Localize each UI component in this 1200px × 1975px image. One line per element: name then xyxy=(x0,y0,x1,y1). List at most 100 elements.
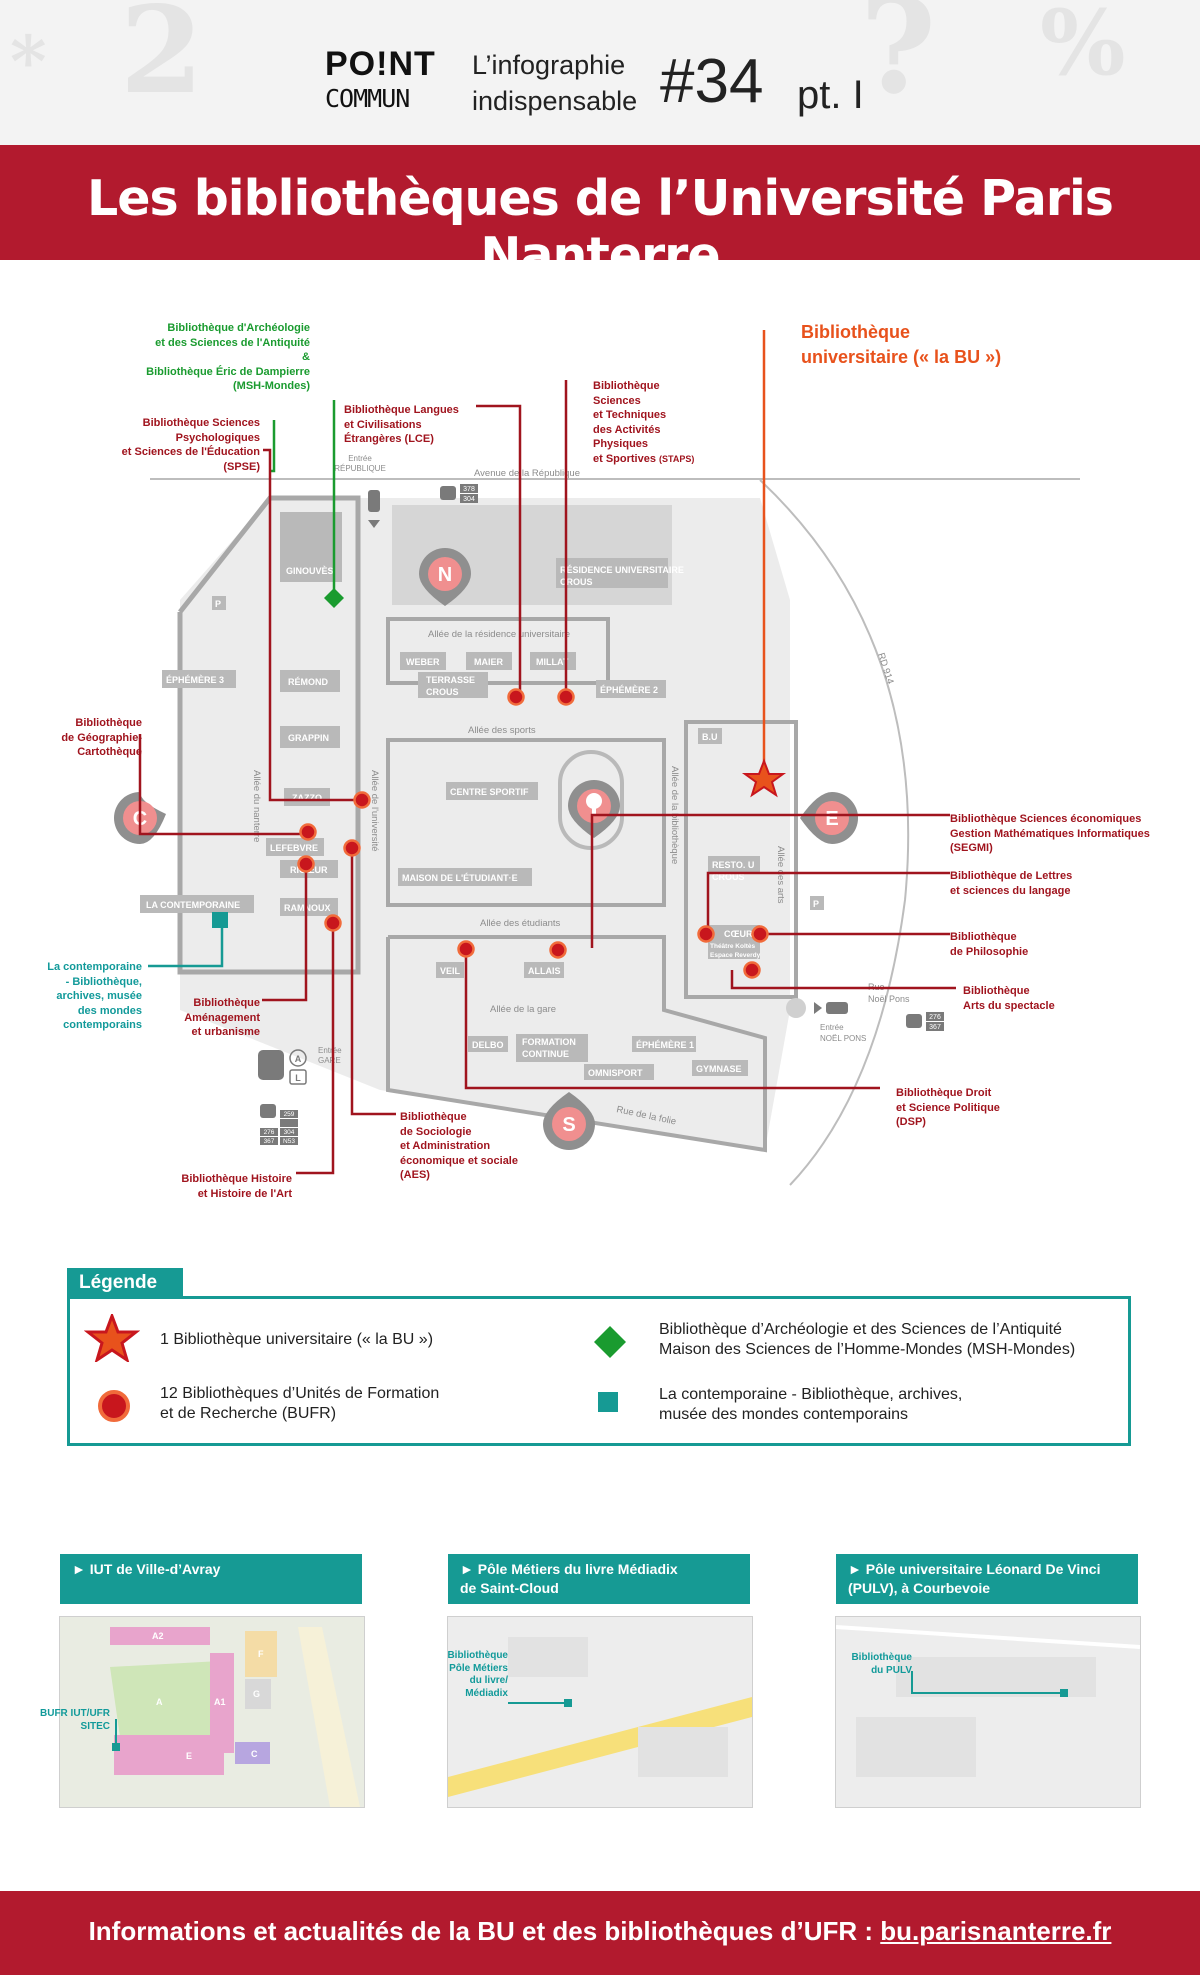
parking-icon xyxy=(810,896,824,910)
street-rd914: RD 914 xyxy=(875,652,895,686)
street-nanterre: Allée du nanterre xyxy=(251,770,262,842)
connector-segmi xyxy=(590,813,950,948)
zone-n-circle xyxy=(428,557,462,591)
pulv-map-drawing xyxy=(836,1617,1140,1807)
label-geo: Bibliothèque de Géographie- Cartothèque xyxy=(61,717,142,758)
building-ginouves xyxy=(280,512,342,582)
building-resto xyxy=(708,856,760,872)
label-mediadix-library: Bibliothèque Pôle Métiers du livre/ Médi… xyxy=(447,1650,508,1699)
street-etudiants: Allée des étudiants xyxy=(480,918,561,929)
legend-diamond-icon xyxy=(594,1326,626,1358)
iut-building-c: C xyxy=(251,1749,258,1759)
brand-logo-commun: COMMUN xyxy=(325,84,410,113)
building-contemporaine xyxy=(140,895,254,913)
transilien-icon xyxy=(289,1069,307,1085)
label-ginouves: GINOUVÈS xyxy=(286,566,334,576)
building-grappin xyxy=(280,726,340,748)
building-remond xyxy=(280,670,340,692)
marker-msh-diamond xyxy=(324,588,344,608)
north-block-outline xyxy=(386,617,610,685)
label-residence: RÉSIDENCE UNIVERSITAIRE xyxy=(560,565,684,575)
entrance-republique: Entrée xyxy=(348,454,372,463)
building-ephemere2 xyxy=(596,680,666,698)
page-title: Les bibliothèques de l’Université Paris … xyxy=(87,170,1114,284)
bus-line: 259 xyxy=(284,1111,295,1118)
bus-line: 276 xyxy=(929,1014,941,1021)
label-maison: MAISON DE L'ÉTUDIANT·E xyxy=(402,873,518,883)
footer-text: Informations et actualités de la BU et d… xyxy=(88,1916,1112,1946)
satellite-header-pulv: ► Pôle universitaire Léonard De Vinci (P… xyxy=(836,1554,1138,1604)
label-koltes: Théâtre Koltès xyxy=(710,943,756,950)
connector-dsp xyxy=(464,948,880,1090)
zone-s-label: S xyxy=(562,1114,575,1136)
label-histoire: Bibliothèque Histoire et Histoire de l'A… xyxy=(181,1173,292,1200)
street-sports: Allée des sports xyxy=(468,725,536,736)
label-bu: Bibliothèque universitaire (« la BU ») xyxy=(801,322,1002,367)
label-gymnase: GYMNASE xyxy=(696,1064,742,1074)
bus-line: 276 xyxy=(264,1129,275,1136)
marker-contemporaine-square xyxy=(212,912,228,928)
iut-building-f: F xyxy=(258,1649,264,1659)
marker-bu-star xyxy=(741,758,787,798)
label-maier: MAIER xyxy=(474,657,504,667)
parking-icon xyxy=(212,596,226,610)
brand-logo-point: PO!NT xyxy=(325,45,436,83)
iut-building-a1: A1 xyxy=(214,1697,226,1707)
building-formation-continue xyxy=(516,1034,588,1062)
connector-amenagement xyxy=(262,865,308,1002)
bus-line: 378 xyxy=(463,486,475,493)
buildings-layer xyxy=(140,512,824,1080)
building-veil xyxy=(436,962,464,978)
building-lefebvre xyxy=(266,838,324,856)
entrance-noel-pons: NOËL PONS xyxy=(820,1034,866,1043)
connector-lce xyxy=(476,404,522,696)
building-terrasse xyxy=(418,672,488,698)
rer-line: A xyxy=(295,1054,302,1064)
decorative-doodle: * xyxy=(10,20,47,103)
entrance-gare: GARE xyxy=(318,1056,341,1065)
label-ephemere3: ÉPHÉMÈRE 3 xyxy=(166,675,224,685)
bus-icon xyxy=(440,486,456,500)
legend-contemporaine-text: La contemporaine - Bibliothèque, archive… xyxy=(659,1386,963,1423)
label-staps: Bibliothèque Sciences et Techniques des … xyxy=(593,380,695,465)
label-aes: Bibliothèque de Sociologie et Administra… xyxy=(400,1111,518,1181)
legend-bufr-text: 12 Bibliothèques d’Unités de Formation e… xyxy=(160,1385,440,1422)
car-icon xyxy=(368,490,380,512)
label-pulv-library: Bibliothèque du PULV xyxy=(851,1652,912,1676)
footer-band xyxy=(0,1891,1200,1975)
marker-bufr xyxy=(297,688,769,979)
label-ephemere2: ÉPHÉMÈRE 2 xyxy=(600,685,658,695)
label-terrasse: TERRASSE xyxy=(426,675,475,685)
tree-icon xyxy=(586,793,602,809)
satellite-header-iut: ► IUT de Ville-d’Avray xyxy=(60,1554,362,1604)
header-banner: 2 ? % * xyxy=(0,0,1200,145)
website-link[interactable]: bu.parisnanterre.fr xyxy=(880,1916,1112,1946)
label-coeur: CŒUR xyxy=(724,929,753,939)
bus-icon xyxy=(906,1014,922,1028)
connector-aes xyxy=(350,848,396,1116)
zone-e-circle xyxy=(815,801,849,835)
entrance-republique: RÉPUBLIQUE xyxy=(334,464,386,473)
connector-arts xyxy=(730,970,956,990)
building-ramnoux xyxy=(280,898,338,916)
label-lettres: Bibliothèque de Lettres et sciences du l… xyxy=(950,870,1073,897)
label-bu: B.U xyxy=(702,732,718,742)
entrance-noel-pons: Entrée xyxy=(820,1023,844,1032)
label-iut-library: BUFR IUT/UFR SITEC xyxy=(40,1708,110,1732)
building-ephemere3 xyxy=(162,670,236,688)
iut-map-drawing: A2 A A1 E C G F xyxy=(60,1617,364,1807)
roundabout xyxy=(786,998,806,1018)
mediadix-map-drawing xyxy=(448,1617,752,1807)
label-crous: CROUS xyxy=(560,577,593,587)
arrow-down-icon xyxy=(368,520,380,528)
street-universite: Allée de l'université xyxy=(369,770,380,852)
iut-building-a: A xyxy=(156,1697,163,1707)
satellite-map-pulv xyxy=(835,1616,1141,1808)
street-noel-pons: Noël Pons xyxy=(868,994,910,1004)
label-contemporaine: LA CONTEMPORAINE xyxy=(146,900,240,910)
label-resto: RESTO. U xyxy=(712,860,754,870)
bus-icon xyxy=(260,1104,276,1118)
building-delbo xyxy=(468,1036,508,1052)
label-segmi: Bibliothèque Sciences économiques Gestio… xyxy=(950,813,1150,854)
label-veil: VEIL xyxy=(440,966,461,976)
